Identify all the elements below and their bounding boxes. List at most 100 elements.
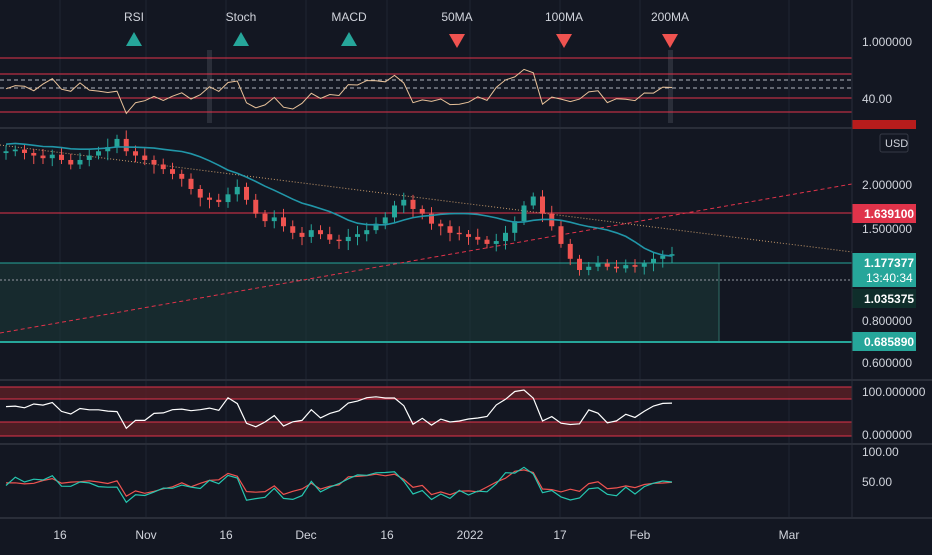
candle-body — [355, 234, 360, 237]
price-panel — [0, 130, 853, 343]
candle-body — [105, 147, 111, 152]
candle-body — [595, 263, 601, 267]
candle-body — [133, 151, 138, 156]
signal-down-arrow-icon — [662, 34, 678, 48]
time-tick-label: 17 — [553, 528, 567, 542]
candle-body — [521, 205, 527, 222]
stoch-tick-0: 0.000000 — [862, 428, 912, 442]
candle-body — [345, 236, 351, 242]
time-tick-label: Feb — [630, 528, 651, 542]
time-tick-label: Mar — [779, 528, 800, 542]
candle-body — [503, 232, 508, 242]
bottom-tick-100: 100.00 — [862, 445, 899, 459]
price-tick-0-6: 0.600000 — [862, 356, 912, 370]
candle-body — [493, 241, 499, 244]
candle-body — [299, 232, 305, 237]
candle-body — [530, 196, 536, 206]
candle-body — [68, 159, 74, 165]
time-tick-label: 2022 — [457, 528, 484, 542]
stochastic-panel: 100.000000 0.000000 — [0, 385, 926, 442]
candle-body — [558, 226, 564, 244]
signal-up-arrow-icon — [126, 32, 142, 46]
time-tick-label: 16 — [380, 528, 394, 542]
top-red-badge — [852, 120, 916, 129]
last-price-label: 1.177377 — [864, 256, 914, 270]
candle-body — [179, 173, 185, 179]
candle-body — [364, 230, 370, 235]
signal-label: Stoch — [226, 10, 257, 24]
candle-body — [604, 263, 610, 267]
candle-body — [567, 243, 573, 259]
candle-body — [484, 239, 490, 244]
signal-markers: RSI Stoch MACD 50MA 100MA 200MA — [124, 10, 689, 48]
candle-body — [253, 199, 259, 214]
resistance-badge-label: 1.639100 — [864, 207, 914, 221]
candle-body — [96, 151, 101, 156]
candle-body — [160, 164, 166, 170]
candle-body — [475, 236, 481, 240]
candle-body — [188, 178, 194, 189]
candle-body — [577, 258, 582, 271]
range-box — [0, 263, 719, 342]
support2-badge — [852, 332, 916, 351]
oscillator-panel: 100.00 50.00 — [5, 445, 899, 504]
candle-body — [456, 232, 462, 235]
candle-body — [632, 265, 638, 267]
support1-badge-label: 1.035375 — [864, 292, 914, 306]
signal-label: MACD — [331, 10, 367, 24]
highlight-band-2 — [668, 50, 673, 123]
candle-body — [290, 226, 296, 233]
downtrend-line — [0, 144, 853, 253]
candle-body — [151, 159, 157, 165]
candle-body — [308, 230, 314, 237]
candle-body — [586, 266, 592, 271]
time-tick-label: 16 — [53, 528, 67, 542]
candle-body — [49, 154, 55, 159]
support2-badge-label: 0.685890 — [864, 335, 914, 349]
candle-body — [22, 149, 27, 153]
candle-body — [244, 186, 249, 200]
candle-body — [123, 138, 129, 152]
signal-up-arrow-icon — [341, 32, 357, 46]
candle-body — [660, 255, 666, 259]
candle-body — [77, 159, 83, 165]
top-tick-1: 1.000000 — [862, 35, 912, 49]
candle-body — [40, 155, 46, 159]
candle-body — [207, 197, 212, 200]
oscillator-red-line — [5, 469, 673, 498]
signal-down-arrow-icon — [449, 34, 465, 48]
signal-label: 100MA — [545, 10, 583, 24]
top-indicator-line — [5, 68, 673, 115]
candle-body — [12, 149, 18, 152]
signal-down-arrow-icon — [556, 34, 572, 48]
bottom-tick-50: 50.00 — [862, 475, 892, 489]
candle-body — [318, 230, 323, 235]
candle-body — [540, 196, 545, 214]
candle-body — [281, 217, 286, 227]
candle-body — [392, 205, 397, 218]
candle-body — [438, 223, 444, 227]
moving-average-line — [5, 142, 673, 257]
candle-body — [512, 221, 518, 233]
stoch-upper-band — [0, 387, 852, 399]
candle-body — [142, 155, 148, 160]
candle-body — [419, 208, 425, 214]
price-tick-2: 2.000000 — [862, 178, 912, 192]
candle-body — [429, 213, 434, 224]
candle-body — [197, 188, 203, 198]
time-tick-label: Nov — [135, 528, 156, 542]
candle-body — [31, 152, 37, 156]
candle-body — [59, 154, 64, 160]
candle-body — [669, 254, 675, 256]
candle-body — [651, 258, 656, 264]
resistance-badge — [852, 204, 916, 223]
candle-body — [271, 217, 277, 222]
signal-label: RSI — [124, 10, 144, 24]
candle-body — [410, 199, 416, 209]
candle-body — [216, 199, 222, 203]
currency-label: USD — [885, 138, 908, 150]
candle-body — [641, 263, 647, 267]
candle-body — [623, 265, 629, 269]
